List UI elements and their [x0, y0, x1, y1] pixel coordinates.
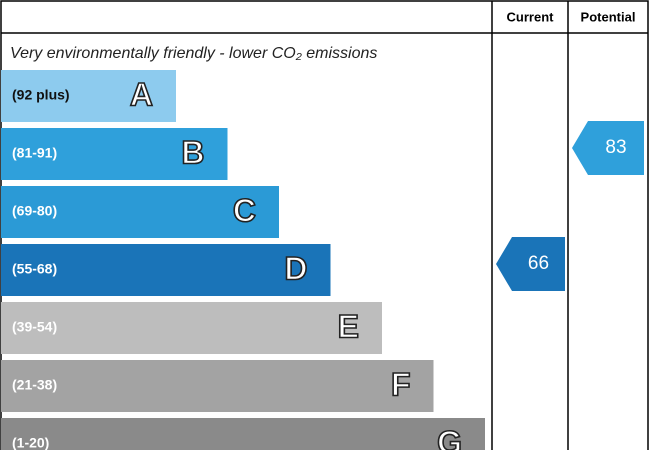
rating-band	[1, 70, 176, 122]
rating-band	[1, 418, 485, 450]
rating-band	[1, 302, 382, 354]
band-range: (81-91)	[12, 145, 57, 161]
band-letter: F	[391, 366, 411, 402]
band-letter: G	[437, 424, 462, 450]
band-range: (21-38)	[12, 377, 57, 393]
rating-band	[1, 360, 434, 412]
band-range: (92 plus)	[12, 87, 70, 103]
band-range: (55-68)	[12, 261, 57, 277]
rating-band	[1, 244, 331, 296]
band-range: (39-54)	[12, 319, 57, 335]
band-range: (1-20)	[12, 435, 49, 450]
rating-band	[1, 186, 279, 238]
band-letter: A	[130, 76, 153, 112]
band-letter: E	[338, 308, 359, 344]
rating-band	[1, 128, 228, 180]
band-range: (69-80)	[12, 203, 57, 219]
title: Very environmentally friendly - lower CO…	[10, 45, 377, 62]
band-letter: D	[284, 250, 307, 286]
current-arrow	[496, 237, 565, 291]
potential-header: Potential	[581, 9, 636, 24]
potential-arrow	[572, 121, 644, 175]
band-letter: C	[233, 192, 256, 228]
potential-value: 83	[605, 137, 626, 158]
current-value: 66	[528, 253, 549, 274]
current-header: Current	[507, 9, 555, 24]
band-letter: B	[181, 134, 204, 170]
